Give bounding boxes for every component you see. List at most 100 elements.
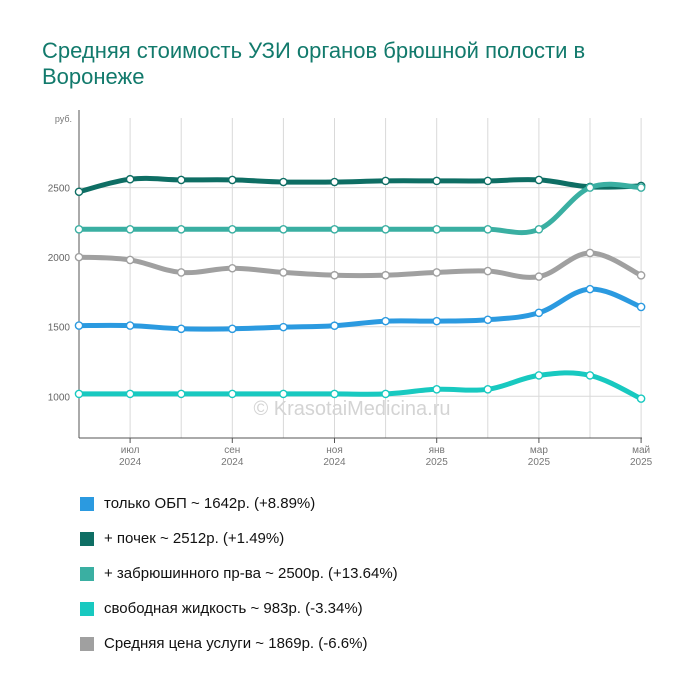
data-point <box>381 225 390 234</box>
data-point <box>279 177 288 187</box>
data-point <box>279 225 288 234</box>
data-point <box>636 302 646 312</box>
data-point <box>125 321 135 330</box>
data-point <box>534 371 544 380</box>
legend-item-retroperitoneal[interactable]: + забрюшинного пр-ва ~ 2500р. (+13.64%) <box>80 556 660 591</box>
data-point <box>330 321 339 331</box>
data-point <box>483 385 493 394</box>
legend-label: + почек ~ 2512р. (+1.49%) <box>104 530 285 547</box>
data-point <box>176 225 186 234</box>
legend-item-average[interactable]: Средняя цена услуги ~ 1869р. (-6.6%) <box>80 626 660 661</box>
legend-label: + забрюшинного пр-ва ~ 2500р. (+13.64%) <box>104 565 398 582</box>
data-point <box>636 271 646 280</box>
data-point <box>74 252 84 262</box>
series-line <box>76 286 644 332</box>
data-point <box>432 385 442 394</box>
data-point <box>432 268 442 277</box>
data-point <box>432 225 442 234</box>
data-point <box>125 255 135 265</box>
data-point <box>227 175 237 185</box>
legend-label: Средняя цена услуги ~ 1869р. (-6.6%) <box>104 635 368 652</box>
data-point <box>279 389 288 399</box>
legend-swatch <box>80 601 94 616</box>
data-point <box>176 389 186 399</box>
data-point <box>227 324 237 334</box>
data-point <box>534 272 544 281</box>
watermark: © KrasotaiMedicina.ru <box>253 398 450 420</box>
data-point <box>636 183 646 192</box>
data-point <box>636 394 646 403</box>
y-unit-label: руб. <box>55 114 72 124</box>
data-point <box>483 266 493 276</box>
data-point <box>279 322 288 332</box>
data-point <box>330 270 339 280</box>
data-point <box>74 225 84 234</box>
series-line <box>76 250 644 280</box>
data-point <box>74 321 84 330</box>
x-tick-label: июл <box>121 445 140 456</box>
y-tick-label: 1000 <box>48 392 71 403</box>
data-point <box>74 187 84 197</box>
x-tick-label: 2025 <box>528 457 551 468</box>
data-point <box>381 176 390 186</box>
data-point <box>279 268 288 277</box>
line-chart: 1000150020002500руб.июл2024сен2024ноя202… <box>48 110 653 468</box>
series-group <box>74 248 646 281</box>
data-point <box>176 268 186 277</box>
x-tick-label: мар <box>530 445 548 456</box>
x-tick-label: 2024 <box>221 457 244 468</box>
x-tick-label: 2025 <box>426 457 449 468</box>
data-point <box>534 225 544 234</box>
y-tick-label: 1500 <box>48 323 71 334</box>
data-point <box>381 316 390 326</box>
data-point <box>483 315 493 325</box>
data-point <box>125 174 135 184</box>
series-group <box>74 181 646 236</box>
data-point <box>381 270 390 280</box>
x-tick-label: 2025 <box>630 457 653 468</box>
legend-swatch <box>80 496 94 511</box>
data-point <box>432 176 442 186</box>
data-point <box>330 225 339 234</box>
legend-swatch <box>80 636 94 651</box>
y-tick-label: 2000 <box>48 253 71 264</box>
data-point <box>125 225 135 234</box>
series-line <box>76 175 644 195</box>
data-point <box>534 308 544 318</box>
x-tick-label: май <box>632 445 650 456</box>
series-group <box>74 174 646 197</box>
legend: только ОБП ~ 1642р. (+8.89%) + почек ~ 2… <box>80 486 660 661</box>
data-point <box>227 263 237 273</box>
x-tick-label: ноя <box>326 445 343 456</box>
data-point <box>176 324 186 334</box>
data-point <box>330 177 339 187</box>
series-line <box>76 181 644 236</box>
data-point <box>227 225 237 234</box>
data-point <box>585 371 595 380</box>
legend-label: свободная жидкость ~ 983р. (-3.34%) <box>104 600 363 617</box>
data-point <box>585 248 595 258</box>
chart-title: Средняя стоимость УЗИ органов брюшной по… <box>42 38 586 89</box>
data-point <box>227 389 237 399</box>
legend-swatch <box>80 531 94 546</box>
data-point <box>74 389 84 399</box>
x-tick-label: сен <box>224 445 240 456</box>
legend-item-free-fluid[interactable]: свободная жидкость ~ 983р. (-3.34%) <box>80 591 660 626</box>
x-tick-label: 2024 <box>323 457 346 468</box>
legend-item-obp[interactable]: только ОБП ~ 1642р. (+8.89%) <box>80 486 660 521</box>
legend-item-kidneys[interactable]: + почек ~ 2512р. (+1.49%) <box>80 521 660 556</box>
series-line <box>76 370 644 402</box>
series-group <box>74 370 646 403</box>
data-point <box>176 175 186 185</box>
data-point <box>483 176 493 186</box>
y-tick-label: 2500 <box>48 184 71 195</box>
data-point <box>534 175 544 185</box>
x-tick-label: 2024 <box>119 457 142 468</box>
x-tick-label: янв <box>429 445 445 456</box>
legend-label: только ОБП ~ 1642р. (+8.89%) <box>104 495 316 512</box>
series-group <box>74 284 646 334</box>
data-point <box>125 389 135 399</box>
data-point <box>585 284 595 294</box>
data-point <box>585 183 595 192</box>
data-point <box>381 389 390 399</box>
